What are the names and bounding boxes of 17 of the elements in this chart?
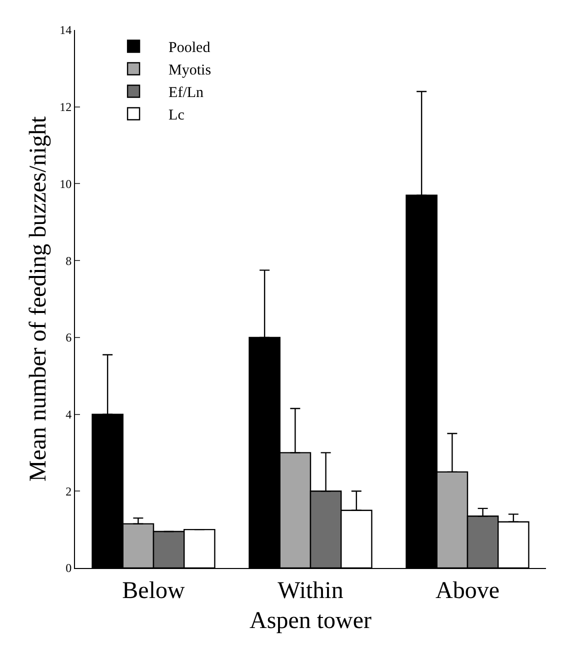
legend-label: Myotis (168, 62, 212, 79)
legend-label: Lc (168, 108, 185, 124)
y-tick-label: 10 (60, 176, 72, 191)
y-tick-label: 14 (60, 23, 72, 38)
x-tick-label: Within (278, 578, 344, 604)
y-tick-label: 12 (60, 100, 72, 114)
x-axis-title: Aspen tower (250, 608, 372, 634)
y-tick-label: 4 (66, 407, 72, 422)
y-tick-label: 8 (66, 254, 72, 268)
x-tick-label: Below (122, 578, 186, 604)
legend-label: Ef/Ln (168, 85, 204, 102)
y-tick-label: 0 (66, 561, 72, 576)
y-axis-title: Mean number of feeding buzzes/night (26, 116, 52, 482)
legend-label: Pooled (168, 40, 211, 56)
y-tick-label: 6 (66, 330, 72, 345)
y-tick-label: 2 (66, 484, 72, 498)
x-tick-label: Above (436, 578, 500, 604)
